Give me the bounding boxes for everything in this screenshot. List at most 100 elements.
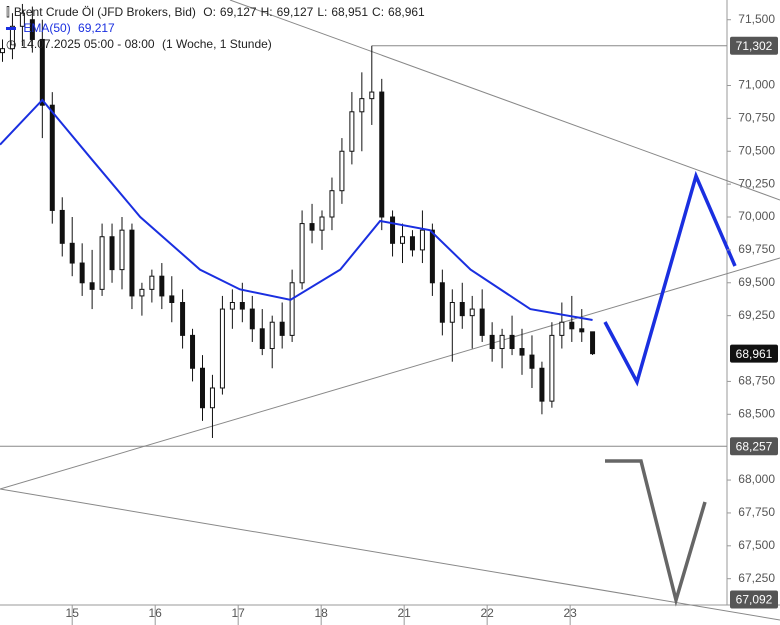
ohlc-key: O: bbox=[203, 5, 216, 19]
ohlc-key: H: bbox=[260, 5, 273, 19]
y-tick-label: 70,250 bbox=[738, 176, 775, 190]
y-tick-label: 67,750 bbox=[738, 505, 775, 519]
candle-body bbox=[199, 367, 205, 409]
candle-body bbox=[129, 229, 135, 297]
interval: (1 Woche, 1 Stunde) bbox=[161, 37, 272, 51]
candle-body bbox=[419, 229, 425, 251]
candle-body bbox=[579, 328, 585, 333]
candle-body bbox=[459, 302, 465, 317]
candle-body bbox=[479, 308, 485, 336]
candle-body bbox=[509, 334, 515, 350]
candle-body bbox=[249, 308, 255, 330]
y-tick-label: 67,250 bbox=[738, 571, 775, 585]
candle-body bbox=[499, 334, 505, 350]
candle-body bbox=[149, 275, 155, 290]
y-tick-label: 68,000 bbox=[738, 472, 775, 486]
ema-line bbox=[0, 98, 593, 321]
x-tick-label: 22 bbox=[480, 606, 494, 620]
candle-body bbox=[429, 229, 435, 284]
candle-body bbox=[369, 91, 375, 100]
legend-name: EMA(50) bbox=[23, 21, 71, 35]
candle-body bbox=[239, 302, 245, 310]
candle-body bbox=[329, 190, 335, 218]
candle-body bbox=[519, 348, 525, 356]
level-label-bg bbox=[730, 437, 778, 456]
candle-body bbox=[400, 236, 406, 244]
trend-line bbox=[229, 0, 780, 201]
y-tick-label: 69,500 bbox=[738, 275, 775, 289]
candle-body bbox=[209, 387, 215, 409]
candle-body bbox=[89, 282, 95, 290]
candle-body bbox=[269, 321, 275, 350]
y-tick-label: 70,500 bbox=[738, 143, 775, 157]
candle-body bbox=[109, 236, 115, 271]
candle-body bbox=[190, 334, 196, 369]
candle-body bbox=[99, 236, 105, 290]
level-label-bg bbox=[730, 36, 778, 55]
candle-body bbox=[299, 223, 305, 284]
candle-body bbox=[309, 223, 315, 231]
projection-arrow bbox=[603, 170, 737, 387]
last-price-label: 68,961 bbox=[736, 347, 773, 361]
candle-body bbox=[29, 19, 35, 40]
candle-body bbox=[559, 321, 565, 336]
level-label: 71,302 bbox=[736, 39, 773, 53]
trend-line bbox=[0, 488, 780, 621]
candle-body bbox=[119, 229, 125, 271]
candle-body bbox=[180, 302, 186, 336]
y-tick-label: 68,500 bbox=[738, 406, 775, 420]
legend-row: ⫿ Brent Crude Öl (JFD Brokers, Bid) O: 69,… bbox=[6, 5, 433, 20]
ohlc-value: 68,961 bbox=[388, 5, 425, 19]
x-tick-label: 21 bbox=[397, 606, 411, 620]
instrument: Brent Crude Öl (JFD Brokers, Bid) bbox=[13, 5, 196, 19]
candle-body bbox=[359, 98, 365, 113]
x-tick-label: 17 bbox=[232, 606, 246, 620]
candle-body bbox=[39, 38, 45, 106]
legend-row: EMA(50) 69,217 bbox=[6, 21, 119, 35]
candle-body bbox=[439, 282, 445, 323]
candle-body bbox=[469, 308, 475, 317]
candle-body bbox=[390, 216, 396, 244]
candle-body bbox=[279, 321, 285, 336]
ohlc-key: L: bbox=[317, 5, 328, 19]
candle-body bbox=[159, 275, 165, 297]
ohlc-value: 68,951 bbox=[331, 5, 369, 19]
ohlc-key: C: bbox=[372, 5, 385, 19]
candle-body bbox=[539, 367, 545, 402]
level-label: 67,092 bbox=[736, 593, 773, 607]
y-tick-label: 67,500 bbox=[738, 538, 775, 552]
level-label: 68,257 bbox=[736, 439, 773, 453]
y-tick-label: 69,250 bbox=[738, 308, 775, 322]
y-tick-label: 71,000 bbox=[738, 78, 775, 92]
ohlc-value: 69,127 bbox=[219, 5, 257, 19]
candle-body bbox=[139, 288, 145, 297]
candle-body bbox=[79, 262, 85, 284]
candle-body bbox=[339, 150, 345, 192]
x-tick-label: 16 bbox=[149, 606, 163, 620]
y-tick-label: 68,750 bbox=[738, 374, 775, 388]
candle-body bbox=[229, 302, 235, 310]
candle-body bbox=[349, 111, 355, 152]
y-tick-label: 70,750 bbox=[738, 111, 775, 125]
trend-line bbox=[0, 257, 780, 490]
candle-body bbox=[489, 334, 495, 350]
candle-body bbox=[449, 302, 455, 323]
candle-body bbox=[219, 308, 225, 389]
x-tick-label: 23 bbox=[563, 606, 577, 620]
y-tick-label: 70,000 bbox=[738, 209, 775, 223]
candle-body bbox=[529, 354, 535, 369]
candle-body bbox=[19, 12, 25, 27]
projection-arrow bbox=[605, 459, 707, 607]
ohlc-value: 69,127 bbox=[276, 5, 314, 19]
candle-body bbox=[379, 91, 385, 218]
candle-body bbox=[69, 242, 75, 264]
candle-body bbox=[319, 216, 325, 231]
candle-body bbox=[9, 25, 15, 50]
candle-body bbox=[169, 295, 175, 304]
period: 14.07.2025 05:00 - 08:00 bbox=[20, 37, 155, 51]
x-tick-label: 15 bbox=[66, 606, 80, 620]
candle-body bbox=[259, 328, 265, 350]
legend-row: ◷ 14.07.2025 05:00 - 08:00 (1 Woche, 1 St… bbox=[6, 37, 272, 51]
